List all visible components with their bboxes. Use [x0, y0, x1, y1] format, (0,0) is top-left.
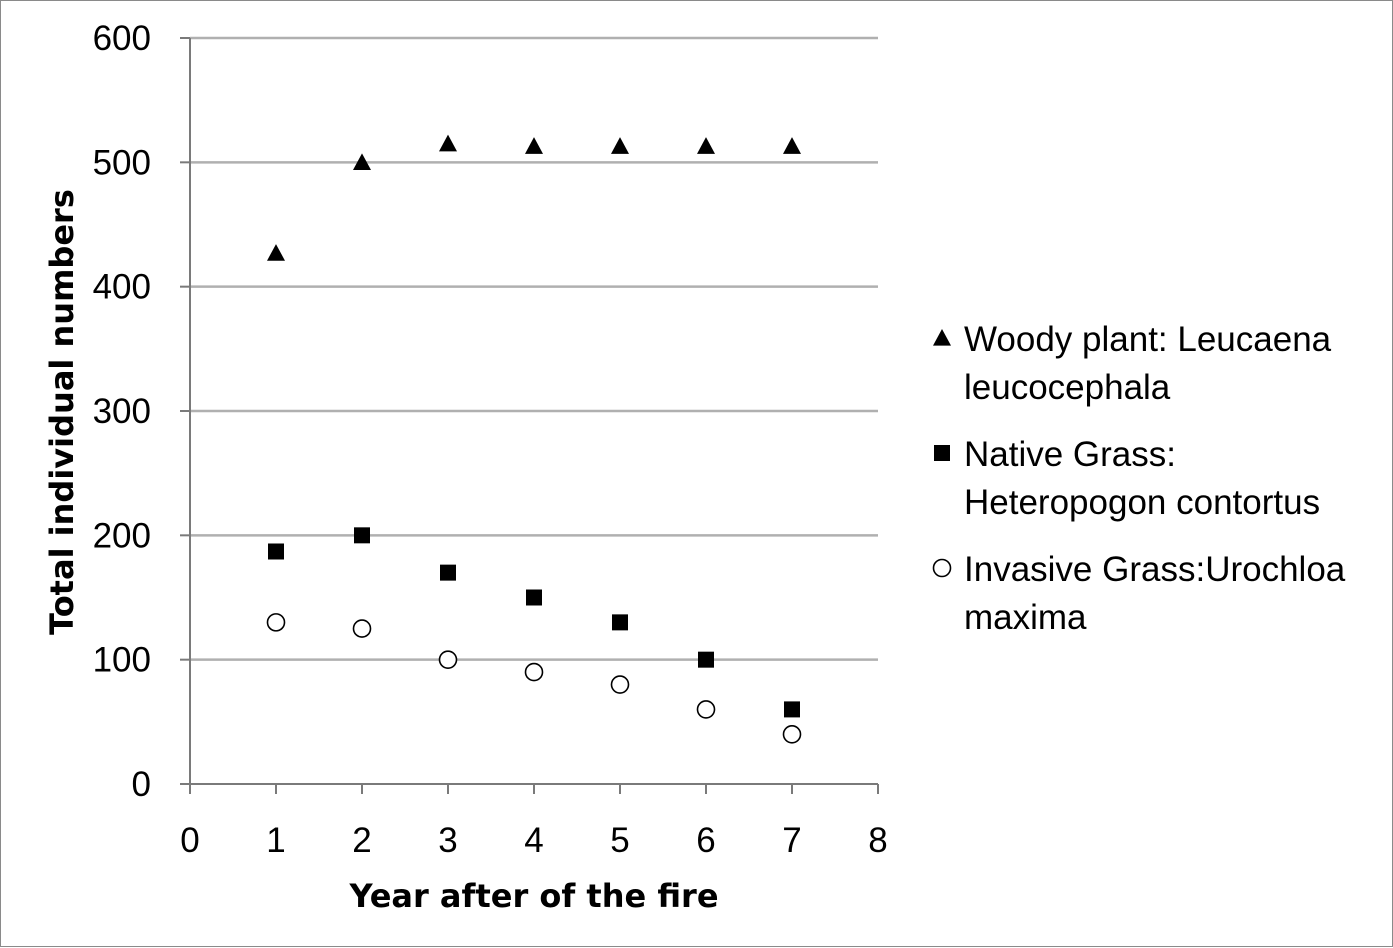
legend-marker-2	[934, 445, 950, 461]
x-tick-label-3: 3	[438, 821, 457, 860]
legend-label-3-line-2: maxima	[964, 598, 1087, 637]
point-series3-x1	[266, 613, 286, 632]
point-series2-x6	[698, 651, 714, 668]
point-series2-x4	[526, 589, 542, 606]
point-series1-x1	[267, 244, 285, 261]
x-tick-label-8: 8	[868, 821, 887, 860]
point-series3-x7	[782, 724, 802, 744]
point-series1-x3	[439, 134, 457, 152]
x-tick-label-2: 2	[352, 821, 371, 860]
grid-lines	[190, 36, 878, 661]
point-series3-x2	[352, 619, 372, 638]
x-tick-label-6: 6	[696, 821, 715, 860]
x-tick-label-1: 1	[266, 821, 285, 860]
legend-label-2-line-1: Native Grass:	[964, 435, 1176, 474]
point-series2-x2	[354, 527, 370, 544]
data-points	[266, 134, 802, 744]
point-series1-x5	[611, 137, 629, 154]
point-series1-x7	[783, 137, 801, 154]
x-tick-label-4: 4	[524, 821, 543, 860]
legend-marker-1	[933, 329, 951, 346]
legend-label-1-line-1: Woody plant: Leucaena	[964, 320, 1332, 359]
x-tick-label-7: 7	[782, 821, 801, 860]
y-tick-label-200: 200	[93, 516, 151, 555]
legend-label-2-line-2: Heteropogon contortus	[964, 483, 1320, 522]
point-series2-x3	[440, 564, 456, 581]
point-series2-x7	[784, 701, 800, 718]
point-series3-x4	[524, 662, 544, 682]
legend-label-3-line-1: Invasive Grass:Urochloa	[964, 550, 1346, 589]
legend-item-3: Invasive Grass:Urochloa maxima	[932, 550, 1346, 637]
point-series1-x2	[353, 153, 371, 170]
legend-marker-3	[932, 558, 952, 578]
point-series3-x6	[696, 700, 716, 719]
y-tick-label-500: 500	[93, 143, 151, 182]
point-series3-x5	[610, 675, 630, 694]
y-tick-label-300: 300	[93, 392, 151, 431]
point-series2-x5	[612, 614, 628, 631]
y-tick-label-600: 600	[93, 19, 151, 58]
point-series3-x3	[438, 650, 458, 669]
legend-item-2: Native Grass: Heteropogon contortus	[934, 435, 1320, 522]
x-axis-title: Year after of the fire	[348, 877, 718, 915]
tick-labels: 0 100 200 300 400 500 600 0 1 2 3 4 5 6 7 8	[93, 19, 888, 860]
point-series1-x4	[525, 137, 543, 154]
legend-label-1-line-2: leucocephala	[964, 368, 1171, 407]
axes	[180, 37, 879, 794]
legend-item-1: Woody plant: Leucaena leucocephala	[933, 320, 1332, 407]
point-series2-x1	[268, 543, 284, 560]
y-tick-label-0: 0	[132, 765, 151, 804]
x-tick-label-5: 5	[610, 821, 629, 860]
y-tick-label-400: 400	[93, 268, 151, 307]
y-tick-label-100: 100	[93, 641, 151, 680]
legend: Woody plant: Leucaena leucocephala Native …	[932, 320, 1346, 637]
y-axis-title: Total individual numbers	[43, 189, 81, 635]
x-tick-label-0: 0	[180, 821, 199, 860]
point-series1-x6	[697, 137, 715, 154]
